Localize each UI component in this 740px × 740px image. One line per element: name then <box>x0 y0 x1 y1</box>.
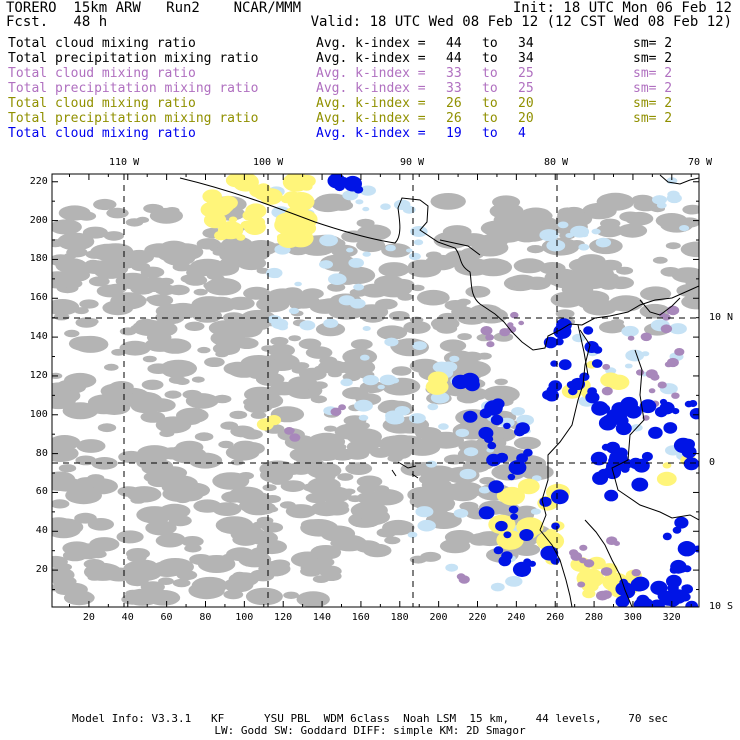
gray-cloud-shading <box>52 192 699 607</box>
legend-kindex: Avg. k-index = <box>316 126 426 141</box>
physics-info: LW: Godd SW: Goddard DIFF: simple KM: 2D… <box>214 724 526 737</box>
legend-row: Total precipitation mixing ratio Avg. k-i… <box>8 111 708 126</box>
x-tick-label: 280 <box>584 612 603 623</box>
model-title: TORERO 15km ARW Run2 NCAR/MMM <box>6 0 302 16</box>
legend-to: 20 <box>518 96 534 111</box>
y-tick-label: 60 <box>35 486 48 498</box>
x-tick-label: 60 <box>160 612 173 623</box>
legend-sm: sm= 2 <box>633 96 673 111</box>
x-tick-label: 140 <box>312 612 331 623</box>
x-tick-label: 40 <box>121 612 134 623</box>
legend-to-word: to <box>482 36 498 51</box>
legend-sm: sm= 2 <box>633 111 673 126</box>
legend-kindex: Avg. k-index = <box>316 36 426 51</box>
coastlines <box>179 174 699 607</box>
legend-to: 25 <box>518 81 534 96</box>
legend-to: 4 <box>518 126 526 141</box>
valid-time: Valid: 18 UTC Wed 08 Feb 12 (12 CST Wed … <box>310 14 732 30</box>
y-tick-label: 160 <box>29 292 48 304</box>
legend-field: Total cloud mixing ratio <box>8 36 196 51</box>
legend-from: 33 <box>446 81 462 96</box>
legend-field: Total cloud mixing ratio <box>8 96 196 111</box>
legend-from: 44 <box>446 51 462 66</box>
legend-row: Total precipitation mixing ratio Avg. k-i… <box>8 81 708 96</box>
legend-to: 25 <box>518 66 534 81</box>
y-tick-label: 220 <box>29 175 48 187</box>
legend-kindex: Avg. k-index = <box>316 51 426 66</box>
lat-label-10n: 10 N <box>709 312 734 323</box>
lon-label-80w: 80 W <box>544 157 569 168</box>
x-tick-label: 320 <box>662 612 681 623</box>
legend-kindex: Avg. k-index = <box>316 96 426 111</box>
plot-frame <box>51 173 700 608</box>
legend-to: 34 <box>518 36 534 51</box>
x-tick-label: 20 <box>82 612 95 623</box>
y-tick-label: 180 <box>29 253 48 265</box>
y-tick-label: 140 <box>29 331 48 343</box>
legend-to-word: to <box>482 111 498 126</box>
legend-from: 44 <box>446 36 462 51</box>
y-tick-label: 80 <box>35 447 48 459</box>
x-tick-label: 180 <box>390 612 409 623</box>
legend-field: Total cloud mixing ratio <box>8 126 196 141</box>
blue-cloud-shading <box>327 174 699 607</box>
legend-from: 26 <box>446 111 462 126</box>
x-tick-label: 160 <box>351 612 370 623</box>
legend-from: 19 <box>446 126 462 141</box>
init-time: Init: 18 UTC Mon 06 Feb 12 <box>512 0 732 16</box>
legend-sm: sm= 2 <box>633 36 673 51</box>
lon-label-90w: 90 W <box>400 157 425 168</box>
legend-field: Total cloud mixing ratio <box>8 66 196 81</box>
legend-kindex: Avg. k-index = <box>316 66 426 81</box>
legend-sm: sm= 2 <box>633 81 673 96</box>
lat-lon-grid <box>52 174 699 607</box>
legend-to-word: to <box>482 66 498 81</box>
y-tick-label: 200 <box>29 214 48 226</box>
legend-field: Total precipitation mixing ratio <box>8 81 259 96</box>
x-tick-label: 120 <box>274 612 293 623</box>
lon-label-70w: 70 W <box>688 157 713 168</box>
legend-to: 34 <box>518 51 534 66</box>
lon-label-100w: 100 W <box>253 157 284 168</box>
x-tick-label: 220 <box>468 612 487 623</box>
legend-to-word: to <box>482 126 498 141</box>
legend-row: Total cloud mixing ratio Avg. k-index = 44… <box>8 36 708 51</box>
x-tick-label: 260 <box>546 612 565 623</box>
x-tick-label: 240 <box>507 612 526 623</box>
lon-label-110w: 110 W <box>109 157 140 168</box>
legend-kindex: Avg. k-index = <box>316 111 426 126</box>
legend-field: Total precipitation mixing ratio <box>8 111 259 126</box>
forecast-hour: Fcst. 48 h <box>6 14 108 30</box>
y-tick-label: 120 <box>29 369 48 381</box>
lat-label-10s: 10 S <box>709 601 734 612</box>
legend-to-word: to <box>482 51 498 66</box>
legend-kindex: Avg. k-index = <box>316 81 426 96</box>
x-tick-label: 300 <box>623 612 642 623</box>
model-info: Model Info: V3.3.1 KF YSU PBL WDM 6class… <box>71 712 669 725</box>
legend-from: 26 <box>446 96 462 111</box>
legend-from: 33 <box>446 66 462 81</box>
legend-row: Total cloud mixing ratio Avg. k-index = 19… <box>8 126 708 141</box>
legend-sm: sm= 2 <box>633 66 673 81</box>
legend-sm: sm= 2 <box>633 51 673 66</box>
y-tick-label: 100 <box>29 408 48 420</box>
purple-cloud-shading <box>284 305 685 601</box>
x-tick-label: 200 <box>429 612 448 623</box>
legend-field: Total precipitation mixing ratio <box>8 51 259 66</box>
legend-to: 20 <box>518 111 534 126</box>
lat-label-0: 0 <box>709 457 716 468</box>
legend-row: Total cloud mixing ratio Avg. k-index = 26… <box>8 96 708 111</box>
legend-to-word: to <box>482 81 498 96</box>
x-tick-label: 100 <box>235 612 254 623</box>
legend-to-word: to <box>482 96 498 111</box>
legend-row: Total cloud mixing ratio Avg. k-index = 33… <box>8 66 708 81</box>
x-tick-label: 80 <box>199 612 212 623</box>
legend-row: Total precipitation mixing ratio Avg. k-i… <box>8 51 708 66</box>
axis-ticks <box>52 174 699 607</box>
y-tick-label: 20 <box>35 564 48 576</box>
y-tick-label: 40 <box>35 525 48 537</box>
